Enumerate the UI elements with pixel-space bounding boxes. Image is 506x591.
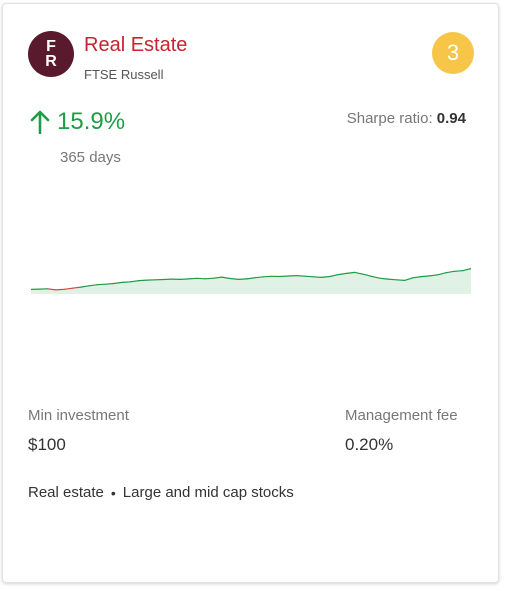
tag-size: Large and mid cap stocks (122, 484, 294, 501)
chart-line-segment (254, 276, 265, 279)
chart-line-segment (370, 275, 381, 279)
chart-line-segment (188, 277, 198, 280)
tag-separator: • (110, 484, 116, 501)
chart-line-segment (63, 287, 74, 290)
chart-line-segment (445, 270, 455, 274)
chart-line-segment (362, 273, 372, 277)
min-investment-label: Min investment (28, 407, 129, 424)
fund-tags: Real estate • Large and mid cap stocks (28, 484, 294, 501)
sharpe-label: Sharpe ratio: (346, 110, 433, 127)
chart-line-segment (113, 281, 123, 285)
chart-line-segment (412, 276, 422, 279)
chart-line-segment (462, 267, 471, 272)
fund-name[interactable]: Real Estate (84, 34, 188, 56)
fund-card[interactable]: F R Real Estate FTSE Russell 3 15.9% 365… (2, 3, 499, 583)
chart-line-segment (204, 277, 215, 280)
chart-line-segment (47, 288, 57, 291)
chart-line-segment (379, 277, 389, 280)
chart-line-segment (296, 275, 306, 277)
chart-line-segment (229, 277, 240, 280)
chart-line-segment (337, 272, 348, 276)
provider-logo: F R (28, 31, 74, 77)
chart-line-segment (55, 288, 65, 291)
chart-line-segment (96, 283, 107, 286)
sharpe-value: 0.94 (436, 110, 466, 127)
chart-line-segment (420, 275, 431, 278)
chart-line-segment (196, 277, 206, 280)
chart-line-segment (428, 274, 439, 277)
chart-line-segment (312, 276, 323, 278)
chart-line-segment (80, 285, 90, 288)
chart-line-segment (246, 277, 256, 280)
chart-line-segment (387, 278, 397, 281)
tag-sector: Real estate (28, 484, 104, 501)
chart-line-segment (129, 280, 140, 283)
chart-line-segment (262, 275, 273, 278)
performance-chart (31, 267, 471, 294)
chart-line-segment (345, 271, 356, 274)
rank-badge: 3 (432, 32, 474, 74)
chart-line-segment (304, 275, 314, 278)
return-period: 365 days (60, 149, 121, 166)
chart-line-segment (453, 270, 464, 272)
chart-line-segment (404, 277, 414, 281)
logo-letter-1: F (46, 38, 56, 55)
chart-line-segment (179, 278, 190, 280)
chart-line-segment (121, 281, 132, 283)
chart-line-segment (329, 274, 339, 278)
chart-line-segment (138, 279, 148, 282)
return-value: 15.9% (57, 108, 126, 135)
sharpe-ratio: Sharpe ratio: 0.94 (347, 110, 466, 127)
chart-area (31, 268, 471, 294)
arrow-up-icon (30, 110, 50, 134)
chart-line-segment (71, 286, 82, 289)
chart-line-segment (437, 272, 447, 276)
chart-line-segment (237, 278, 248, 280)
chart-line-segment (395, 279, 406, 281)
chart-line-segment (354, 271, 364, 275)
management-fee-label: Management fee (345, 407, 458, 424)
min-investment-value: $100 (28, 435, 66, 454)
chart-line-segment (279, 275, 289, 278)
chart-line-segment (221, 276, 231, 280)
chart-line-segment (88, 284, 99, 287)
logo-letter-2: R (45, 53, 57, 70)
chart-line-segment (321, 275, 331, 278)
chart-line-segment (105, 282, 115, 285)
chart-line-segment (213, 276, 223, 279)
management-fee-value: 0.20% (345, 435, 394, 454)
fund-provider: FTSE Russell (84, 67, 164, 82)
return-indicator: 15.9% (30, 108, 125, 136)
